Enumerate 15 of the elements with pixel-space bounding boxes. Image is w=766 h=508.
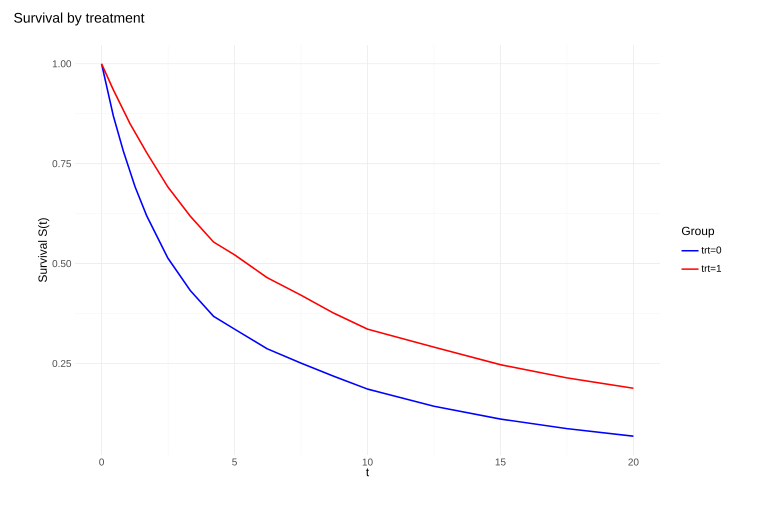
x-tick-label: 5 — [232, 458, 237, 466]
chart-title: Survival by treatment — [14, 12, 144, 26]
legend-title: Group — [682, 226, 714, 238]
legend-label: trt=1 — [701, 264, 722, 272]
x-axis-title: t — [366, 468, 370, 476]
y-tick-label: 0.25 — [52, 360, 72, 368]
y-tick-label: 0.50 — [52, 260, 72, 268]
legend-label: trt=0 — [701, 246, 722, 254]
x-tick-label: 15 — [496, 458, 506, 466]
x-tick-label: 20 — [628, 458, 639, 466]
x-tick-label: 0 — [99, 458, 104, 466]
y-tick-label: 1.00 — [52, 60, 72, 68]
y-axis-title: Survival S(t) — [38, 218, 50, 282]
x-tick-label: 10 — [362, 458, 373, 466]
y-tick-label: 0.75 — [52, 160, 72, 168]
